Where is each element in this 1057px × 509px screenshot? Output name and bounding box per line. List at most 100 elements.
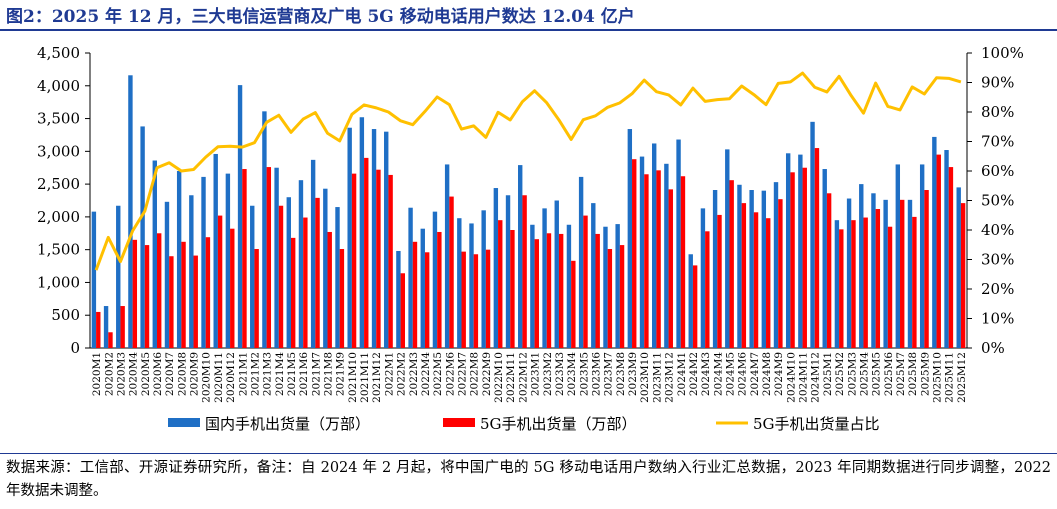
bar-domestic (116, 205, 121, 348)
bar-domestic (639, 156, 645, 348)
x-tick-label: 2025M9 (919, 352, 931, 396)
bar-5g (668, 189, 673, 348)
x-tick-label: 2023M9 (627, 352, 639, 396)
bar-domestic (518, 165, 523, 348)
x-tick-label: 2022M12 (517, 352, 529, 403)
bar-domestic (798, 154, 803, 348)
bar-domestic (810, 121, 815, 348)
bar-domestic (773, 182, 779, 348)
bar-5g (400, 273, 405, 348)
x-tick-label: 2021M12 (371, 352, 383, 403)
bar-5g (571, 260, 576, 348)
bar-domestic (335, 207, 340, 348)
bar-5g (753, 212, 759, 348)
x-tick-label: 2021M4 (274, 352, 286, 396)
y-tick-label-right: 40% (981, 221, 1014, 239)
bar-5g (583, 215, 588, 348)
bar-5g (510, 230, 515, 348)
bar-domestic (944, 150, 949, 348)
bar-domestic (384, 131, 389, 348)
x-tick-label: 2024M7 (749, 352, 761, 396)
bar-5g (108, 332, 113, 348)
line-5g-share (94, 71, 962, 271)
bar-domestic (396, 250, 401, 348)
bar-domestic (359, 117, 365, 349)
bar-5g (96, 311, 101, 348)
x-tick-label: 2024M5 (724, 352, 736, 396)
bar-domestic (213, 153, 218, 348)
bar-domestic (286, 197, 291, 348)
bar-5g (960, 203, 966, 348)
x-tick-label: 2025M3 (846, 352, 858, 396)
x-tick-label: 2020M3 (115, 352, 127, 396)
y-tick-label-left: 2,000 (37, 208, 80, 226)
bar-domestic (603, 226, 608, 348)
bar-5g (863, 217, 868, 348)
bar-domestic (457, 218, 462, 348)
y-tick-label-right: 100% (981, 44, 1024, 62)
bar-5g (814, 148, 820, 348)
x-tick-label: 2024M8 (761, 352, 773, 396)
legend-label-5g: 5G手机出货量（万部） (480, 415, 637, 433)
bar-5g (120, 306, 125, 348)
x-tick-label: 2020M6 (152, 352, 164, 396)
source-divider (0, 453, 1057, 454)
bar-domestic (676, 139, 681, 348)
x-tick-label: 2024M10 (785, 352, 797, 403)
chart: 0 500 1,000 1,500 2,000 2,500 3,000 3,500 4,000 4… (37, 44, 1024, 433)
x-tick-label: 2022M7 (457, 352, 469, 396)
x-tick-label: 2024M11 (798, 352, 810, 403)
x-tick-label: 2021M1 (237, 352, 249, 396)
bar-domestic (432, 211, 438, 348)
bar-5g (948, 167, 954, 348)
x-tick-label: 2023M12 (664, 352, 676, 403)
x-tick-label: 2023M3 (554, 352, 566, 396)
bar-5g (461, 251, 466, 348)
figure-title: 图2：2025 年 12 月，三大电信运营商及广电 5G 移动电话用户数达 12… (6, 7, 635, 27)
x-tick-label: 2024M3 (700, 352, 712, 396)
bar-domestic (554, 200, 559, 348)
legend-label-share: 5G手机出货量占比 (753, 415, 880, 433)
bar-5g (887, 226, 893, 348)
bar-5g (193, 255, 198, 348)
bar-5g (156, 233, 162, 348)
x-tick-label: 2020M12 (225, 352, 237, 403)
x-tick-label: 2025M2 (834, 352, 846, 396)
bar-domestic (652, 143, 657, 348)
x-tick-label: 2024M12 (810, 352, 822, 403)
x-tick-label: 2021M3 (262, 352, 274, 396)
bar-5g (485, 249, 491, 348)
bar-domestic (408, 207, 413, 348)
bar-5g (230, 228, 235, 348)
source-note: 数据来源：工信部、开源证券研究所，备注：自 2024 年 2 月起，将中国广电的… (6, 460, 1051, 499)
bar-domestic (883, 199, 888, 348)
bar-5g (351, 173, 357, 348)
x-tick-label: 2023M4 (566, 352, 578, 396)
bar-domestic (493, 188, 499, 348)
x-tick-label: 2025M10 (932, 352, 944, 403)
x-tick-label: 2022M2 (396, 352, 408, 396)
x-tick-label: 2022M9 (481, 352, 493, 396)
bar-5g (619, 245, 625, 348)
x-tick-label: 2021M2 (249, 352, 261, 396)
bar-domestic (859, 184, 864, 348)
bar-domestic (725, 149, 730, 348)
bar-5g (424, 252, 430, 348)
x-tick-label: 2020M5 (140, 352, 152, 396)
bar-domestic (347, 127, 352, 348)
x-tick-label: 2023M2 (542, 352, 554, 396)
bar-5g (217, 215, 223, 348)
x-tick-label: 2025M6 (883, 352, 895, 396)
bar-domestic (103, 306, 109, 348)
legend-swatch-domestic (168, 418, 200, 427)
bar-5g (522, 195, 527, 348)
bar-5g (595, 233, 600, 348)
bar-domestic (578, 176, 584, 348)
bars-layer (91, 75, 966, 349)
bar-domestic (700, 208, 706, 348)
x-tick-label: 2024M2 (688, 352, 700, 396)
y-tick-label-left: 3,500 (37, 110, 80, 128)
x-tick-label: 2023M7 (603, 352, 615, 396)
bar-domestic (664, 163, 669, 348)
y-tick-label-left: 1,500 (37, 241, 80, 259)
